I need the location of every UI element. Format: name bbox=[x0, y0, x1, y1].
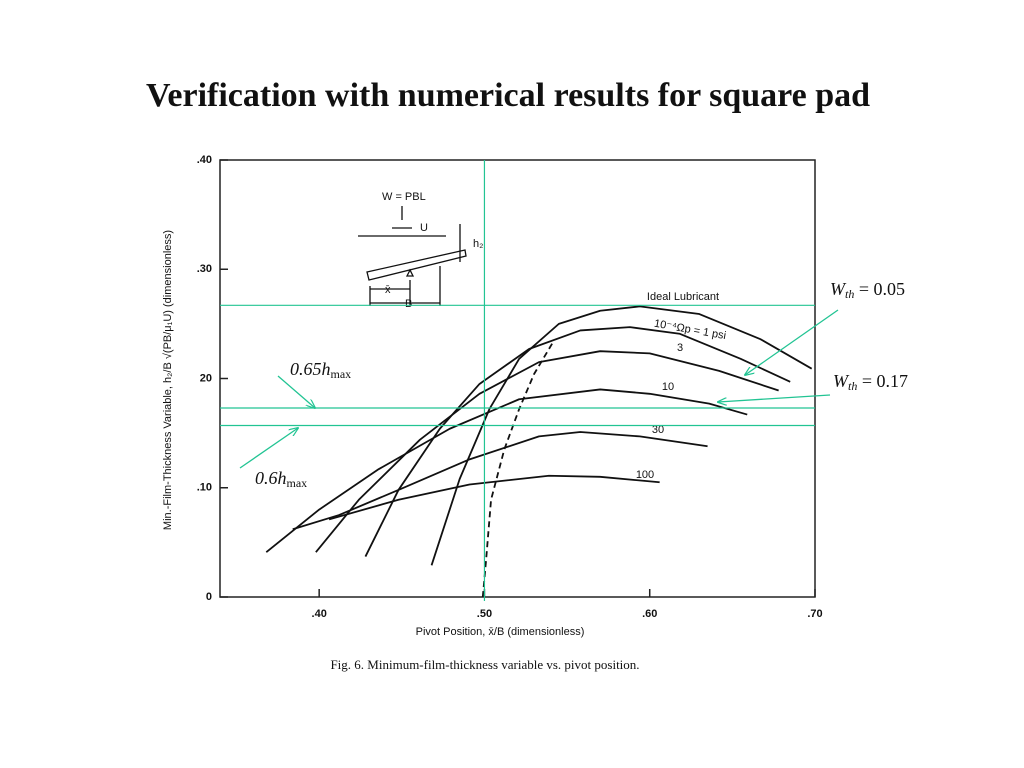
pad bbox=[366, 249, 467, 281]
annotation-arrow bbox=[718, 394, 831, 402]
inset-load: W = PBL bbox=[382, 191, 426, 203]
curve-label: 3 bbox=[677, 342, 683, 354]
annotation-sub: max bbox=[331, 367, 352, 381]
curve bbox=[430, 305, 813, 566]
curve bbox=[315, 350, 779, 553]
annotation-rest: = 0.17 bbox=[857, 371, 908, 391]
y-tick-label: 0 bbox=[206, 591, 212, 603]
x-tick-label: .60 bbox=[642, 608, 657, 620]
annotation: Wth = 0.05 bbox=[830, 279, 905, 301]
annotation-arrow bbox=[745, 309, 839, 375]
inset-film: h₂ bbox=[473, 238, 483, 250]
annotation: Wth = 0.17 bbox=[833, 371, 908, 393]
y-tick-label: .10 bbox=[197, 482, 212, 494]
curve-label: 100 bbox=[636, 469, 654, 481]
y-axis-label: Min.-Film-Thickness Variable, h₂/B √(PB/… bbox=[162, 230, 174, 530]
annotation-main: W bbox=[830, 279, 847, 299]
annotation-arrow bbox=[277, 375, 315, 408]
annotation-rest: = 0.05 bbox=[854, 279, 905, 299]
annotation-arrow bbox=[239, 428, 298, 469]
inset-pivot: x̄ bbox=[385, 284, 391, 296]
y-tick-label: 20 bbox=[200, 372, 212, 384]
curve-label: 30 bbox=[652, 424, 664, 436]
annotation-main: W bbox=[833, 371, 850, 391]
figure-caption: Fig. 6. Minimum-film-thickness variable … bbox=[330, 657, 639, 672]
annotation-main: 0.65h bbox=[290, 359, 331, 379]
inset-velocity: U bbox=[420, 222, 428, 234]
annotation-sub: th bbox=[848, 379, 857, 393]
annotation: 0.6hmax bbox=[255, 468, 307, 490]
annotation-main: 0.6h bbox=[255, 468, 287, 488]
x-tick-label: .50 bbox=[477, 608, 492, 620]
curve bbox=[328, 474, 660, 521]
x-axis-label: Pivot Position, x̄/B (dimensionless) bbox=[416, 626, 585, 638]
inset-length: B bbox=[405, 298, 412, 310]
y-tick-label: .30 bbox=[197, 263, 212, 275]
curve-label: Ideal Lubricant bbox=[647, 291, 719, 303]
curve bbox=[364, 326, 791, 557]
slide-title: Verification with numerical results for … bbox=[146, 77, 870, 114]
pivot bbox=[405, 268, 415, 277]
curve-label: 10 bbox=[662, 381, 674, 393]
inset-diagram bbox=[358, 206, 467, 306]
x-tick-label: .70 bbox=[807, 608, 822, 620]
annotation-sub: th bbox=[845, 287, 854, 301]
curve bbox=[481, 343, 553, 598]
curve bbox=[265, 388, 748, 553]
x-tick-label: .40 bbox=[312, 608, 327, 620]
annotation-sub: max bbox=[287, 476, 308, 490]
annotation: 0.65hmax bbox=[290, 359, 351, 381]
y-tick-label: .40 bbox=[197, 154, 212, 166]
